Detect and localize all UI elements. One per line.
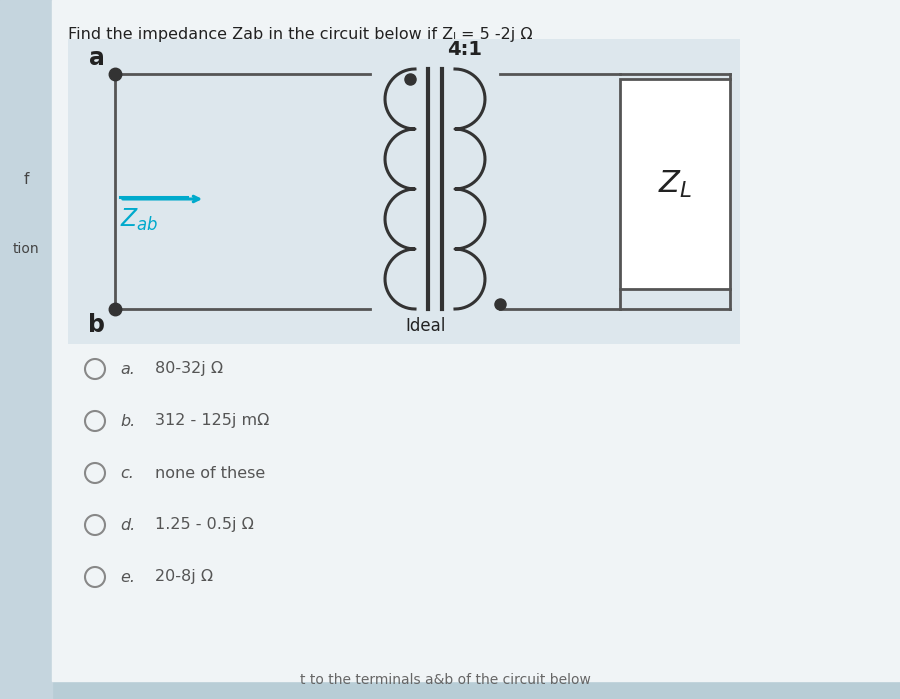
- Text: d.: d.: [120, 517, 135, 533]
- Text: b.: b.: [120, 414, 135, 428]
- Text: 1.25 - 0.5j Ω: 1.25 - 0.5j Ω: [155, 517, 254, 533]
- Text: $Z_L$: $Z_L$: [658, 168, 692, 199]
- Text: tion: tion: [13, 242, 40, 256]
- Text: 80-32j Ω: 80-32j Ω: [155, 361, 223, 377]
- Text: a: a: [89, 46, 105, 70]
- Text: e.: e.: [120, 570, 135, 584]
- Text: none of these: none of these: [155, 466, 266, 480]
- Text: c.: c.: [120, 466, 134, 480]
- Text: Find the impedance Zab in the circuit below if Zₗ = 5 -2j Ω: Find the impedance Zab in the circuit be…: [68, 27, 533, 42]
- Text: a.: a.: [120, 361, 135, 377]
- Text: 20-8j Ω: 20-8j Ω: [155, 570, 213, 584]
- Bar: [68, 39, 740, 344]
- Text: t to the terminals a&b of the circuit below: t to the terminals a&b of the circuit be…: [300, 673, 591, 687]
- Text: 4:1: 4:1: [447, 40, 482, 59]
- Bar: [0, 0, 52, 699]
- Text: f: f: [23, 171, 29, 187]
- Text: Ideal: Ideal: [406, 317, 446, 335]
- Text: b: b: [88, 313, 105, 337]
- Bar: [620, 79, 730, 289]
- Text: $Z_{ab}$: $Z_{ab}$: [120, 207, 158, 233]
- Text: 312 - 125j mΩ: 312 - 125j mΩ: [155, 414, 269, 428]
